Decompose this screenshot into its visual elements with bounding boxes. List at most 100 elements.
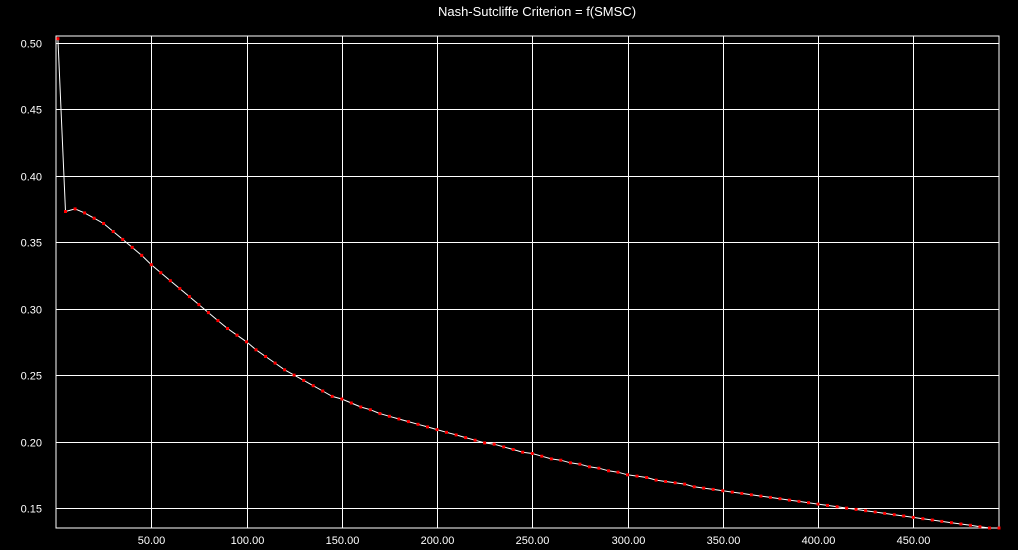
data-point: [387, 414, 391, 418]
data-point: [264, 355, 268, 358]
y-tick-label: 0.50: [21, 39, 42, 51]
data-point: [92, 216, 96, 220]
grid-layer: [56, 36, 999, 528]
x-tick-label: 150.00: [326, 535, 360, 547]
data-point: [864, 509, 868, 513]
y-tick-label: 0.40: [21, 172, 42, 184]
x-tick-label: 350.00: [707, 535, 741, 547]
data-point: [845, 506, 849, 510]
y-tick-label: 0.15: [21, 504, 42, 516]
data-point: [130, 245, 134, 249]
data-point: [445, 430, 448, 434]
data-point: [892, 513, 896, 517]
data-point: [797, 499, 801, 503]
data-point: [673, 481, 677, 485]
data-point: [654, 478, 658, 482]
x-tick-label: 200.00: [421, 535, 455, 547]
data-point: [759, 494, 763, 498]
data-point: [56, 37, 60, 41]
data-point: [768, 495, 772, 499]
data-point: [368, 408, 372, 412]
y-tick-label: 0.30: [21, 305, 42, 317]
data-point: [140, 253, 144, 257]
data-point: [121, 237, 125, 241]
data-point: [607, 469, 610, 473]
data-point: [197, 303, 201, 307]
data-point: [911, 515, 915, 519]
x-tick-label: 400.00: [802, 535, 836, 547]
data-point: [302, 378, 306, 382]
series-layer: [57, 38, 999, 529]
data-point: [245, 340, 248, 344]
data-point: [807, 501, 810, 505]
data-point: [283, 368, 287, 372]
data-point: [873, 510, 877, 514]
data-point: [921, 517, 925, 521]
data-point: [435, 428, 439, 432]
data-point: [226, 327, 229, 330]
data-point: [902, 514, 906, 518]
data-point: [216, 319, 220, 323]
data-point: [397, 417, 401, 421]
data-point: [854, 507, 858, 511]
data-point: [83, 211, 87, 215]
data-point: [559, 458, 563, 462]
data-point: [664, 480, 668, 483]
data-point: [740, 491, 744, 495]
x-tick-label: 450.00: [897, 535, 931, 547]
y-tick-label: 0.20: [21, 438, 42, 450]
data-point: [730, 490, 734, 494]
data-point: [311, 384, 315, 388]
data-point: [149, 263, 153, 267]
data-point: [787, 498, 791, 502]
data-point: [988, 526, 991, 530]
data-point: [73, 207, 77, 211]
data-point: [426, 425, 429, 429]
data-point: [464, 436, 468, 440]
data-point: [349, 401, 353, 405]
x-tick-label: 300.00: [612, 535, 646, 547]
data-point: [883, 511, 887, 515]
data-point: [616, 470, 620, 474]
data-point: [949, 521, 953, 525]
y-tick-label: 0.35: [21, 238, 42, 250]
data-point: [102, 222, 106, 225]
data-point: [292, 373, 296, 377]
data-point: [321, 389, 325, 393]
x-tick-label: 250.00: [516, 535, 550, 547]
data-point: [178, 287, 182, 291]
data-point: [168, 279, 172, 283]
data-point: [778, 497, 782, 501]
data-point: [645, 476, 649, 479]
data-point: [511, 448, 515, 451]
data-point: [254, 348, 258, 352]
data-point: [959, 522, 963, 526]
data-point: [568, 461, 572, 465]
data-point: [692, 485, 696, 489]
data-point: [359, 405, 363, 409]
data-point: [159, 271, 163, 275]
data-point: [330, 394, 334, 398]
data-point: [940, 519, 944, 523]
data-point: [597, 466, 601, 470]
data-point: [826, 503, 829, 507]
data-point: [187, 295, 191, 299]
data-point: [406, 420, 410, 424]
data-point: [540, 454, 544, 458]
data-point: [578, 462, 582, 466]
y-tick-label: 0.25: [21, 371, 42, 383]
data-point: [816, 502, 820, 506]
marker-layer: [56, 37, 1001, 530]
data-point: [378, 412, 382, 416]
data-point: [968, 523, 972, 527]
data-point: [502, 445, 506, 449]
data-point: [473, 438, 477, 442]
data-point: [626, 473, 629, 477]
data-point: [930, 518, 934, 522]
plot-border: [55, 35, 1000, 529]
data-point: [492, 442, 496, 446]
x-tick-label: 100.00: [231, 535, 265, 547]
